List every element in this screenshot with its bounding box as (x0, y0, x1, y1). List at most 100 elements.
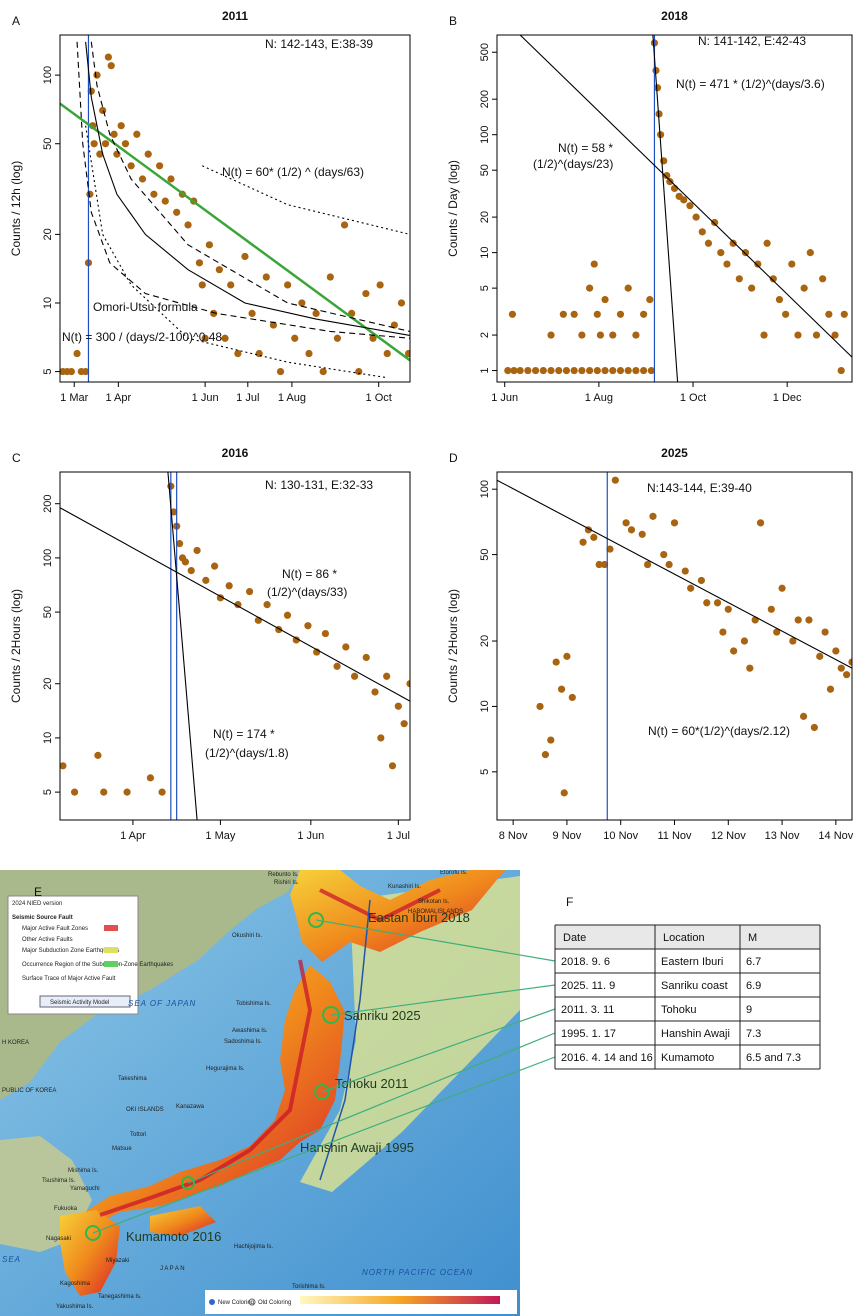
point (540, 367, 547, 374)
point (811, 724, 818, 731)
point (555, 367, 562, 374)
point (660, 551, 667, 558)
radio[interactable] (209, 1299, 215, 1305)
fit-line (77, 42, 410, 338)
country-label: PUBLIC OF KOREA (2, 1088, 56, 1094)
point (202, 577, 209, 584)
place: Rishiri Is. (274, 880, 299, 886)
y-tick-label: 5 (42, 789, 54, 795)
point (612, 477, 619, 484)
table-cell: 2025. 11. 9 (561, 980, 615, 992)
x-tick-label: 12 Nov (711, 830, 746, 842)
place: Fukuoka (54, 1206, 78, 1212)
point (509, 311, 516, 318)
place: Kagoshima (60, 1281, 91, 1287)
x-tick-label: 8 Nov (499, 830, 528, 842)
legend-button-label[interactable]: Seismic Activity Model (50, 1000, 109, 1006)
y-tick-label: 1 (479, 368, 491, 374)
plot-frame (60, 472, 410, 820)
point (401, 720, 408, 727)
point (284, 281, 291, 288)
point (822, 628, 829, 635)
point (377, 734, 384, 741)
legend-item: Surface Trace of Major Active Fault (22, 976, 116, 982)
y-tick-label: 10 (479, 246, 491, 258)
fit-line (60, 104, 410, 361)
point (284, 612, 291, 619)
point (571, 311, 578, 318)
point (395, 703, 402, 710)
place: Awashima Is. (232, 1028, 268, 1034)
point (617, 311, 624, 318)
panel-letter: E (34, 885, 42, 899)
sea-label: SEA OF JAPAN (128, 999, 196, 1008)
point (542, 751, 549, 758)
table-cell: 6.7 (746, 956, 761, 968)
point (86, 828, 93, 835)
point (93, 72, 100, 79)
point (94, 752, 101, 759)
point (671, 185, 678, 192)
point (788, 260, 795, 267)
coloring-option[interactable]: Old Coloring (258, 1300, 291, 1306)
point (687, 585, 694, 592)
point (594, 367, 601, 374)
point (757, 519, 764, 526)
point (73, 350, 80, 357)
point (108, 62, 115, 69)
point (560, 311, 567, 318)
y-tick-label: 20 (479, 635, 491, 647)
point (162, 197, 169, 204)
point (100, 789, 107, 796)
x-tick-label: 1 Mar (60, 392, 88, 404)
point (800, 713, 807, 720)
sea-label: NORTH PACIFIC OCEAN (362, 1268, 473, 1277)
annotation: (1/2)^(days/23) (533, 157, 613, 171)
point (714, 599, 721, 606)
point (649, 513, 656, 520)
point (156, 162, 163, 169)
x-tick-label: 1 Dec (773, 392, 802, 404)
point (110, 131, 117, 138)
point (71, 789, 78, 796)
place: Etorofu Is. (440, 870, 468, 876)
annotation: N(t) = 174 * (213, 727, 275, 741)
x-tick-label: 1 Apr (120, 830, 146, 842)
event-label: Sanriku 2025 (344, 1008, 421, 1023)
point (118, 122, 125, 129)
table-cell: 2011. 3. 11 (561, 1004, 614, 1016)
legend-item: Major Active Fault Zones (22, 926, 88, 932)
point (547, 736, 554, 743)
fit-line (60, 508, 410, 701)
x-tick-label: 9 Nov (553, 830, 582, 842)
point (776, 296, 783, 303)
place: Tottori (130, 1132, 146, 1138)
place: Sadoshima Is. (224, 1039, 262, 1045)
x-tick-label: 1 Jul (236, 392, 259, 404)
point (666, 178, 673, 185)
y-tick-label: 10 (42, 732, 54, 744)
annotation: (1/2)^(days/1.8) (205, 746, 289, 760)
point (216, 266, 223, 273)
point (805, 616, 812, 623)
place: Shikotan Is. (418, 899, 450, 905)
sea-label: SEA (2, 1255, 21, 1264)
annotation: N(t) = 58 * (558, 141, 613, 155)
annotation: N: 142-143, E:38-39 (265, 37, 373, 51)
point (632, 331, 639, 338)
table-cell: 6.5 and 7.3 (746, 1052, 801, 1064)
point (561, 789, 568, 796)
coloring-option[interactable]: New Coloring (218, 1300, 254, 1306)
point (389, 762, 396, 769)
point (128, 162, 135, 169)
point (188, 567, 195, 574)
point (563, 367, 570, 374)
legend-swatch (104, 925, 118, 931)
place: Matsue (112, 1146, 132, 1152)
y-tick-label: 100 (479, 125, 491, 143)
place: Nagasaki (46, 1236, 71, 1242)
y-tick-label: 10 (479, 700, 491, 712)
annotation: N(t) = 300 / (days/2-100)^0.48 (62, 330, 222, 344)
point (801, 285, 808, 292)
